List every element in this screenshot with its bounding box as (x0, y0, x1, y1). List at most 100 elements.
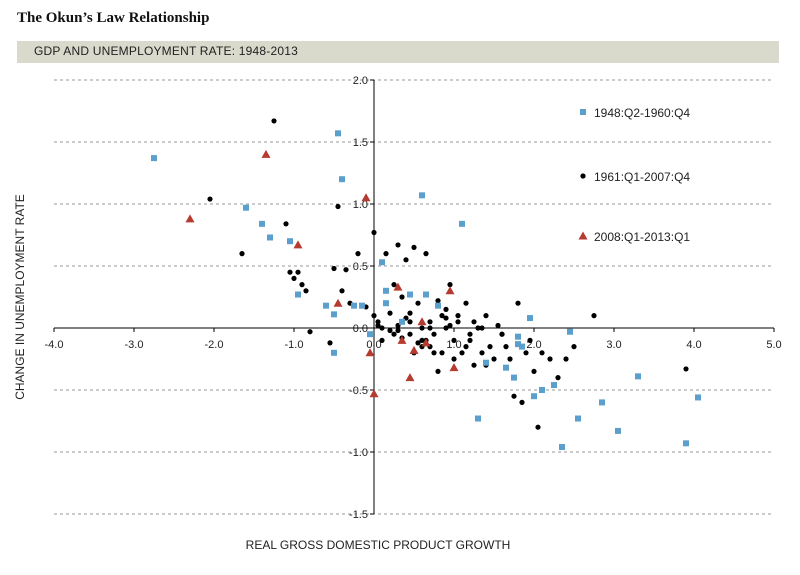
data-point-square (599, 399, 605, 406)
data-point-circle (471, 319, 477, 325)
data-point-circle (327, 340, 333, 346)
data-point-circle (435, 298, 441, 304)
data-point-square (367, 331, 373, 338)
data-point-circle (431, 331, 437, 337)
points-layer (151, 118, 701, 451)
data-point-circle (395, 242, 401, 248)
y-tick-label: 1.0 (353, 199, 368, 211)
x-tick-label: -3.0 (125, 339, 144, 351)
data-point-circle (495, 322, 501, 329)
data-point-square (559, 444, 565, 451)
data-point-circle (519, 399, 525, 405)
data-point-square (475, 415, 481, 422)
data-point-circle (523, 350, 529, 356)
data-point-circle (471, 362, 477, 368)
data-point-circle (547, 356, 553, 362)
data-point-triangle (449, 363, 459, 372)
legend-label: 2008:Q1-2013:Q1 (594, 230, 690, 244)
legend-label: 1961:Q1-2007:Q4 (594, 170, 690, 184)
y-axis-label: CHANGE IN UNEMPLOYMENT RATE (13, 194, 27, 400)
data-point-square (459, 220, 465, 227)
data-point-circle (467, 337, 473, 343)
data-point-square (519, 343, 525, 350)
data-point-square (539, 387, 545, 393)
data-point-circle (531, 368, 537, 374)
x-tick-label: -1.0 (285, 339, 304, 351)
data-point-circle (407, 331, 413, 337)
data-point-square (575, 415, 581, 422)
data-point-square (683, 440, 689, 447)
data-point-circle (307, 329, 313, 335)
chart-subtitle: GDP AND UNEMPLOYMENT RATE: 1948-2013 (34, 44, 298, 58)
data-point-square (407, 291, 413, 298)
data-point-triangle (409, 345, 419, 354)
data-point-circle (387, 327, 393, 334)
data-point-circle (451, 337, 457, 343)
data-point-circle (295, 269, 301, 275)
data-point-triangle (185, 214, 195, 223)
data-point-circle (535, 424, 541, 430)
data-point-triangle (261, 149, 271, 158)
data-point-circle (383, 251, 389, 257)
data-point-circle (391, 331, 397, 337)
data-point-circle (335, 203, 341, 210)
data-point-circle (207, 196, 213, 202)
data-point-square (435, 302, 441, 309)
data-point-square (259, 220, 265, 227)
data-point-square (635, 373, 641, 380)
data-point-circle (463, 344, 469, 350)
data-point-circle (407, 319, 413, 325)
data-point-circle (479, 325, 485, 331)
data-point-triangle (397, 335, 407, 344)
data-point-square (331, 349, 337, 356)
data-point-circle (271, 118, 277, 124)
data-point-circle (483, 313, 489, 319)
data-point-circle (431, 350, 437, 356)
data-point-circle (563, 356, 569, 362)
data-point-square (615, 427, 621, 434)
data-point-circle (511, 393, 517, 399)
data-point-circle (415, 300, 421, 306)
data-point-triangle (333, 298, 343, 307)
data-point-circle (443, 315, 449, 321)
data-point-triangle (365, 348, 375, 357)
data-point-circle (331, 265, 337, 272)
data-point-circle (479, 350, 485, 356)
data-point-circle (399, 294, 405, 300)
data-point-square (551, 382, 557, 389)
data-point-circle (467, 331, 473, 337)
data-point-circle (343, 267, 349, 273)
data-point-circle (379, 337, 385, 343)
data-point-circle (299, 282, 305, 288)
data-point-circle (435, 368, 441, 374)
legend-label: 1948:Q2-1960:Q4 (594, 106, 690, 120)
data-point-triangle (293, 240, 303, 249)
data-point-triangle (361, 193, 371, 202)
x-tick-label: 1.0 (446, 339, 461, 351)
data-point-square (287, 238, 293, 245)
data-point-circle (487, 344, 493, 350)
data-point-circle (371, 229, 377, 236)
y-tick-label: -0.5 (349, 385, 368, 397)
data-point-circle (499, 331, 505, 337)
x-tick-label: 4.0 (686, 339, 701, 351)
data-point-circle (375, 322, 381, 329)
y-tick-label: 0.0 (353, 323, 368, 335)
data-point-circle (355, 251, 361, 257)
data-point-triangle (369, 389, 379, 398)
legend-marker-square (580, 109, 586, 115)
data-point-circle (439, 313, 445, 319)
data-point-circle (391, 282, 397, 288)
data-point-square (335, 130, 341, 137)
data-point-square (151, 155, 157, 162)
data-point-square (383, 287, 389, 294)
data-point-circle (419, 325, 425, 331)
data-point-circle (491, 356, 497, 362)
x-tick-label: 3.0 (606, 339, 621, 351)
data-point-circle (459, 350, 465, 356)
data-point-circle (571, 344, 577, 350)
data-point-square (339, 176, 345, 183)
data-point-square (503, 364, 509, 371)
data-point-circle (515, 300, 521, 306)
x-tick-label: -4.0 (45, 339, 64, 351)
